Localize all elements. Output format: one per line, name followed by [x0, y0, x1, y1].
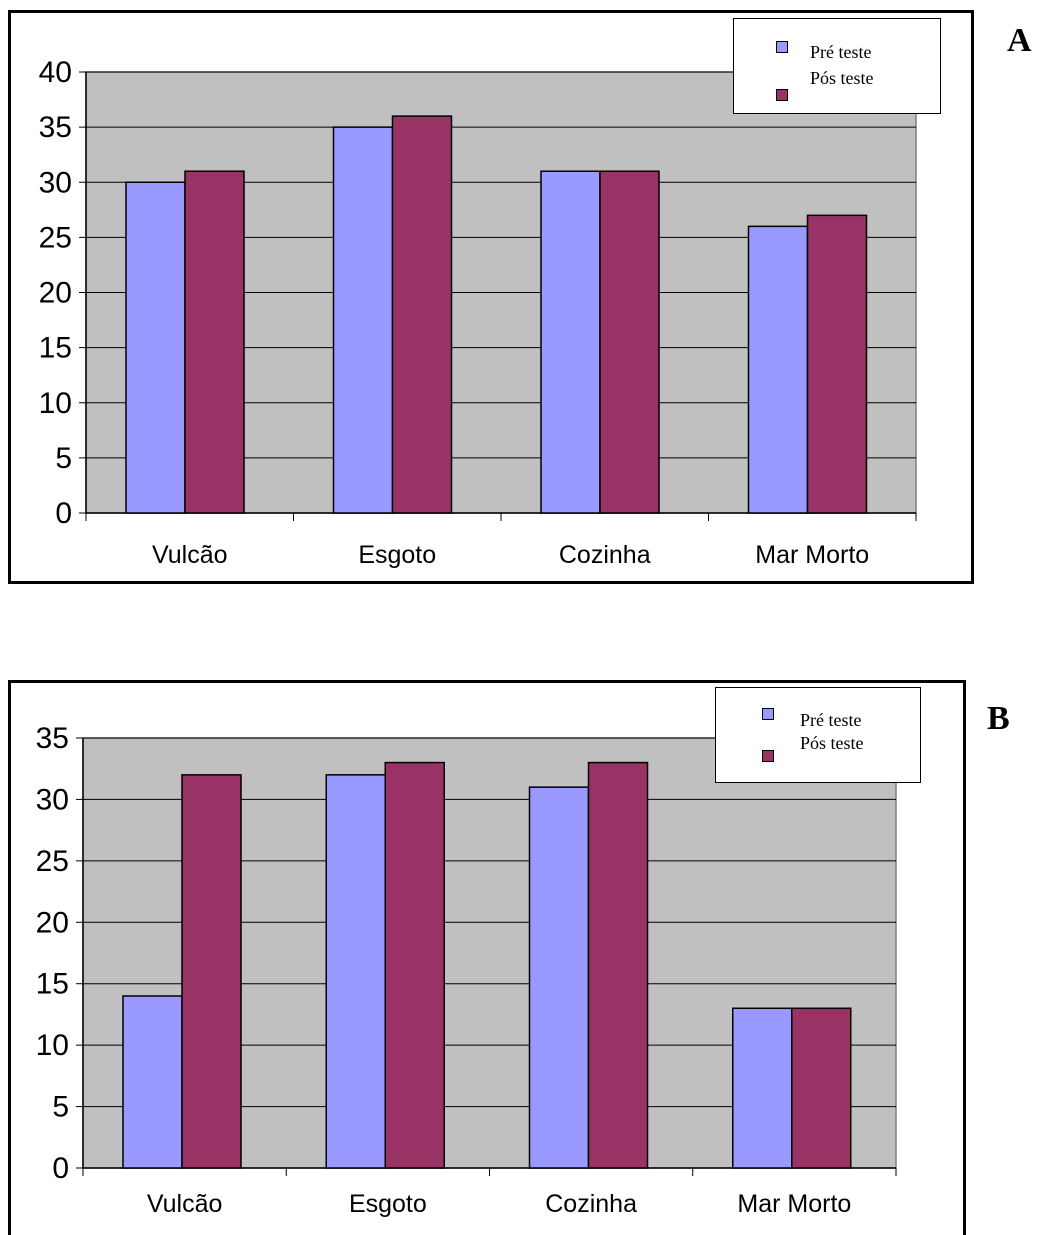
y-tick-label: 10 [39, 387, 72, 420]
bar-post-3 [806, 214, 868, 514]
bar-post-1 [384, 761, 445, 1169]
x-category-label: Cozinha [559, 541, 651, 569]
y-tick-label: 40 [39, 56, 72, 89]
bar-pre-1 [325, 774, 386, 1169]
legend-label-post: Pós teste [810, 68, 874, 88]
legend-label-pre: Pré teste [800, 710, 862, 730]
bar-pre-0 [125, 181, 186, 514]
legend-swatch-pre [762, 708, 774, 720]
x-category-label: Cozinha [545, 1190, 637, 1218]
y-tick-label: 30 [36, 783, 69, 816]
legend-swatch-pre [776, 41, 788, 53]
x-category-label: Mar Morto [737, 1190, 851, 1218]
y-tick-label: 0 [55, 497, 72, 530]
y-tick-label: 5 [52, 1091, 69, 1124]
bar-pre-0 [122, 995, 183, 1169]
y-tick-label: 0 [52, 1152, 69, 1185]
y-tick-label: 15 [36, 968, 69, 1001]
bar-pre-2 [528, 786, 590, 1169]
bar-pre-3 [732, 1007, 793, 1169]
y-tick-label: 5 [55, 442, 72, 475]
bar-post-2 [587, 761, 649, 1169]
y-tick-label: 25 [36, 845, 69, 878]
bar-pre-2 [540, 170, 601, 514]
bar-pre-3 [747, 225, 809, 514]
chart-b-plot: 0 5 10 15 20 25 30 35 Vulcão Esgoto Cozinha Mar Mor… [36, 722, 897, 1218]
x-category-label: Esgoto [349, 1190, 427, 1218]
legend-swatch-post [762, 750, 774, 762]
y-tick-label: 10 [36, 1029, 69, 1062]
x-category-label: Vulcão [147, 1190, 223, 1218]
y-tick-label: 25 [39, 221, 72, 254]
chart-b-legend: Pré teste Pós teste [715, 687, 921, 783]
y-tick-label: 35 [39, 111, 72, 144]
x-category-label: Mar Morto [755, 541, 869, 569]
chart-a-frame: 0 5 10 15 20 25 30 35 40 Vulcão Esgoto Cozinha Mar M… [8, 10, 974, 584]
bar-post-3 [791, 1007, 852, 1169]
y-tick-label: 20 [39, 277, 72, 310]
y-tick-label: 35 [36, 722, 69, 755]
x-category-label: Esgoto [358, 541, 436, 569]
y-tick-label: 15 [39, 332, 72, 365]
bar-post-2 [599, 170, 660, 514]
x-category-label: Vulcão [152, 541, 228, 569]
bar-pre-1 [332, 126, 394, 514]
chart-a-legend: Pré teste Pós teste [733, 18, 941, 114]
y-tick-label: 20 [36, 906, 69, 939]
y-tick-label: 30 [39, 166, 72, 199]
legend-swatch-post [776, 89, 788, 101]
bar-post-0 [184, 170, 245, 514]
bar-post-0 [181, 774, 242, 1169]
chart-a-plot: 0 5 10 15 20 25 30 35 40 Vulcão Esgoto Cozinha Mar M… [39, 56, 917, 569]
panel-letter-a: A [1007, 22, 1032, 59]
legend-label-pre: Pré teste [810, 42, 872, 62]
panel-letter-b: B [987, 700, 1010, 737]
bar-post-1 [391, 115, 453, 514]
legend-label-post: Pós teste [800, 733, 864, 753]
chart-b-frame: 0 5 10 15 20 25 30 35 Vulcão Esgoto Cozinha Mar Mor… [8, 680, 966, 1235]
